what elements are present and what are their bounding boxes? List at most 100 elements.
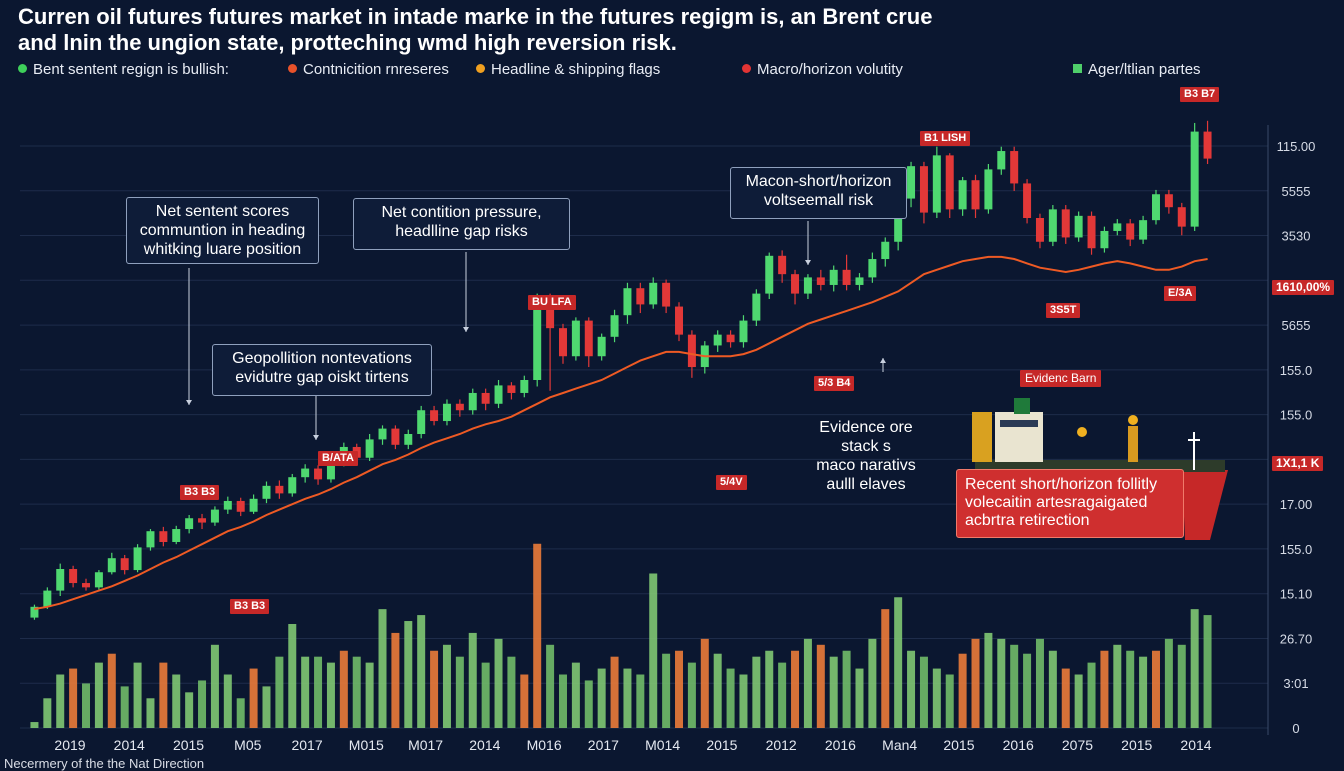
tanker-funnel: [1014, 398, 1030, 414]
candle-body: [1048, 209, 1057, 242]
volume-bar: [1010, 644, 1019, 728]
candle-body: [107, 558, 116, 573]
candle-body: [288, 477, 297, 494]
volume-bar: [571, 662, 580, 728]
candle-body: [868, 259, 877, 278]
candle-body: [391, 428, 400, 445]
candle-body: [326, 461, 335, 480]
volume-bar: [262, 686, 271, 728]
y-tick-label: 17.00: [1280, 497, 1313, 512]
callout-geopolitical: Geopollition nontevations evidutre gap o…: [212, 344, 432, 396]
x-tick-label: 2012: [766, 737, 797, 753]
callout-arrowhead: [186, 400, 192, 405]
volume-bar: [185, 692, 194, 728]
volume-bar: [301, 656, 310, 728]
volume-bar: [997, 638, 1006, 728]
candle-body: [301, 468, 310, 478]
x-tick-label: M017: [408, 737, 443, 753]
volume-bar: [868, 638, 877, 728]
volume-bar: [1177, 644, 1186, 728]
candle-body: [739, 320, 748, 343]
price-tag: 3S5T: [1046, 303, 1081, 318]
tanker-windows: [1000, 420, 1038, 427]
candle-body: [82, 583, 91, 588]
candle-body: [236, 500, 245, 512]
chart-title-line2: and lnin the ungion state, protteching w…: [18, 30, 677, 55]
candle-body: [675, 306, 684, 335]
volume-bar: [726, 668, 735, 728]
volume-bar: [752, 656, 761, 728]
callout-arrowhead: [805, 260, 811, 265]
volume-bar: [932, 668, 941, 728]
volume-bar: [172, 674, 181, 728]
candle-body: [610, 315, 619, 337]
x-tick-label: M016: [527, 737, 562, 753]
volume-bar: [1074, 674, 1083, 728]
y-tick-label: 15.10: [1280, 587, 1313, 602]
volume-bar: [687, 662, 696, 728]
candle-body: [1203, 131, 1212, 159]
volume-bar: [1113, 644, 1122, 728]
x-tick-label: Man4: [882, 737, 917, 753]
candle-body: [765, 255, 774, 294]
x-tick-label: 2019: [54, 737, 85, 753]
candle-body: [1010, 151, 1019, 184]
price-tag: 5/3 B4: [814, 376, 855, 391]
volume-bar: [855, 668, 864, 728]
legend-dot-icon: [476, 64, 485, 73]
volume-bar: [223, 674, 232, 728]
volume-bar: [1203, 615, 1212, 728]
candle-body: [468, 392, 477, 411]
volume-bar: [352, 656, 361, 728]
volume-bar: [842, 650, 851, 728]
volume-bar: [288, 624, 297, 728]
volume-bar: [1164, 638, 1173, 728]
callout-arrowhead: [463, 327, 469, 332]
candle-body: [778, 255, 787, 275]
callout-recent: Recent short/horizon follitly volecaitin…: [956, 469, 1184, 538]
legend-item-ager: Ager/ltlian partes: [1073, 61, 1201, 78]
volume-bar: [1139, 656, 1148, 728]
candle-body: [803, 277, 812, 294]
candle-body: [894, 198, 903, 242]
volume-bar: [1190, 609, 1199, 728]
price-tag: BU LFA: [528, 295, 576, 310]
callout-evidence: Evidence ore stack s maco narativs aulll…: [816, 419, 916, 493]
candle-body: [558, 328, 567, 357]
candle-body: [945, 155, 954, 210]
candle-body: [404, 434, 413, 445]
x-tick-label: 2016: [1003, 737, 1034, 753]
candle-body: [726, 334, 735, 343]
volume-bar: [404, 621, 413, 728]
volume-bar: [791, 650, 800, 728]
candle-body: [210, 509, 219, 523]
volume-bar: [675, 650, 684, 728]
volume-bar: [236, 698, 245, 728]
volume-bar: [133, 662, 142, 728]
volume-bar: [546, 644, 555, 728]
candle-body: [30, 606, 39, 618]
price-tag: B1 LISH: [920, 131, 971, 146]
volume-bar: [507, 656, 516, 728]
candle-body: [997, 151, 1006, 170]
candle-body: [198, 518, 207, 523]
volume-bar: [816, 644, 825, 728]
volume-bar: [533, 543, 542, 728]
candle-body: [507, 385, 516, 393]
volume-bar: [894, 597, 903, 728]
candle-body: [249, 498, 258, 512]
y-tick-label: 5655: [1282, 318, 1311, 333]
volume-bar: [94, 662, 103, 728]
volume-bar: [442, 644, 451, 728]
volume-bar: [520, 674, 529, 728]
candle-body: [417, 410, 426, 434]
candle-body: [597, 336, 606, 357]
candle-body: [185, 518, 194, 530]
volume-bar: [1151, 650, 1160, 728]
candle-body: [816, 277, 825, 285]
worker-body: [1128, 426, 1138, 462]
y-tick-label: 3530: [1282, 229, 1311, 244]
volume-bar: [326, 662, 335, 728]
volume-bar: [1035, 638, 1044, 728]
x-tick-label: M05: [234, 737, 261, 753]
